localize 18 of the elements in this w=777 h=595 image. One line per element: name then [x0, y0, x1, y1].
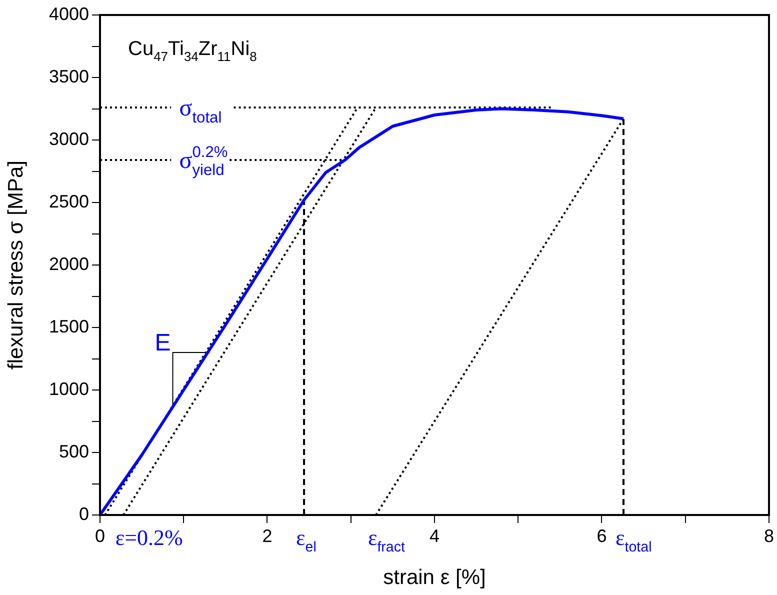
annotation: E [154, 330, 171, 356]
y-tick-label: 1500 [48, 316, 89, 336]
y-tick-label: 0 [78, 504, 89, 524]
x-tick-label: 4 [429, 526, 440, 546]
annotation: ε=0.2% [115, 525, 183, 550]
y-tick-label: 500 [58, 441, 89, 462]
y-tick-label: 3000 [48, 128, 89, 149]
y-tick-label: 3500 [48, 66, 89, 86]
y-tick-label: 2500 [48, 191, 89, 212]
y-tick-label: 2000 [48, 254, 89, 274]
y-tick-label: 1000 [48, 378, 89, 399]
y-tick-label: 4000 [48, 4, 89, 24]
x-tick-label: 6 [596, 526, 607, 546]
x-tick-label: 2 [262, 526, 272, 546]
x-tick-label: 8 [764, 526, 774, 546]
x-tick-label: 0 [94, 526, 106, 546]
x-axis-title: strain ε [%] [383, 566, 486, 590]
y-axis-title: flexural stress σ [MPa] [4, 160, 28, 370]
